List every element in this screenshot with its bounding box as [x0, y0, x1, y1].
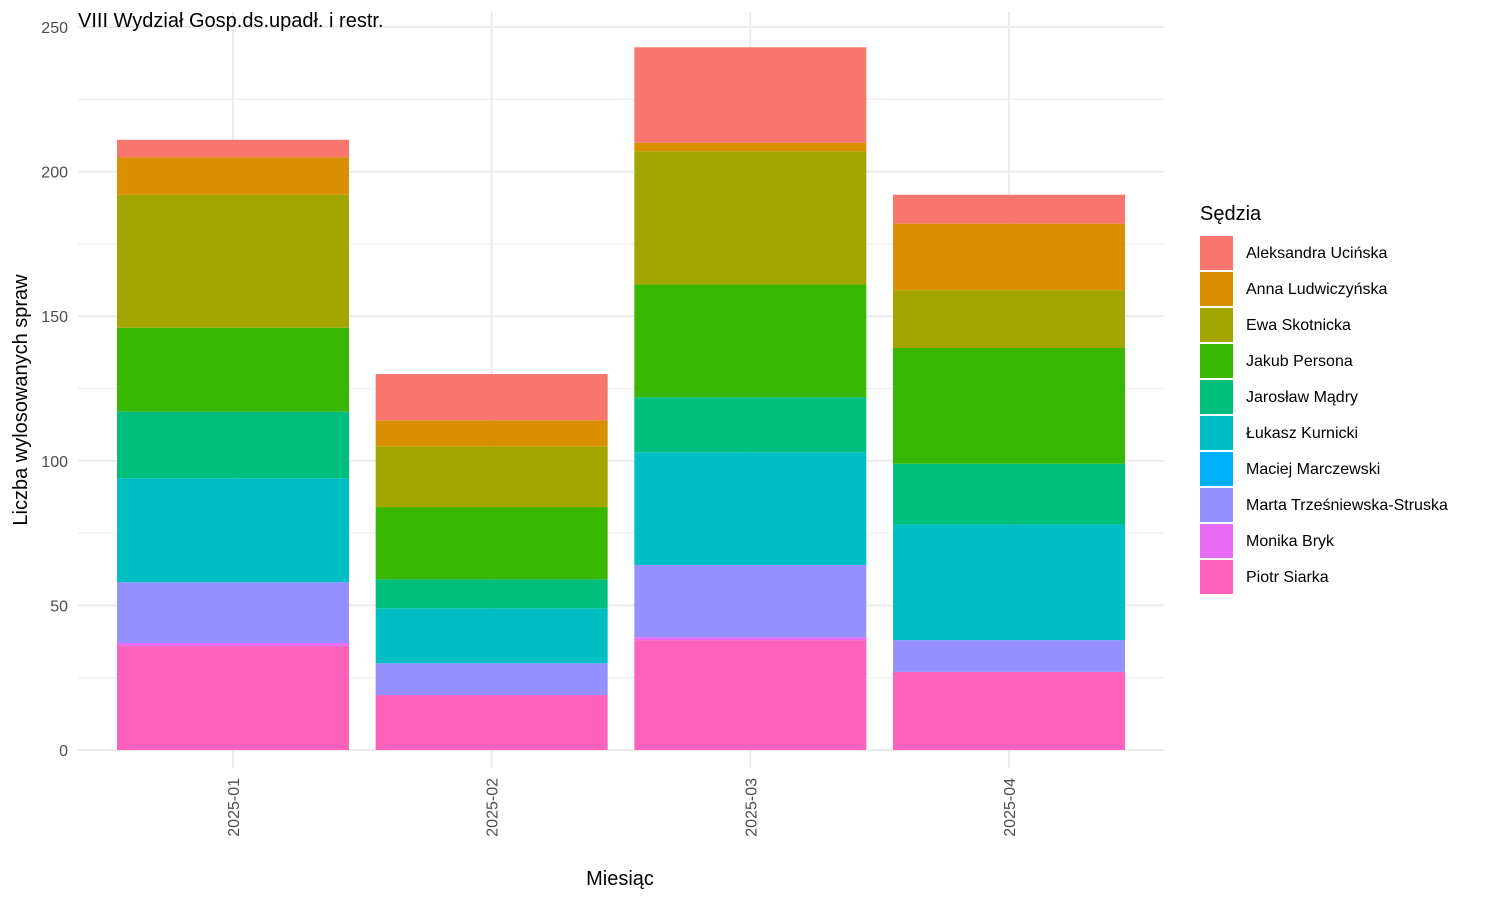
y-tick-label: 0: [59, 743, 68, 760]
bars-layer: [117, 47, 1126, 750]
legend-key: [1200, 272, 1233, 306]
bar-segment: [117, 194, 349, 328]
legend-item-label: Jakub Persona: [1246, 353, 1353, 370]
bar-segment: [375, 695, 608, 750]
bar-segment: [893, 290, 1126, 349]
legend: Sędzia Aleksandra Ucińska Anna Ludwiczyńs…: [1200, 203, 1448, 594]
y-tick-label: 150: [41, 309, 68, 326]
bar-segment: [634, 397, 867, 453]
chart-title: VIII Wydział Gosp.ds.upadł. i restr.: [78, 10, 384, 32]
bar-segment: [117, 411, 349, 479]
bar-segment: [117, 139, 349, 158]
bar-segment: [634, 284, 867, 398]
legend-key: [1200, 308, 1233, 342]
legend-key: [1200, 344, 1233, 378]
x-tick-label: 2025-04: [1002, 778, 1019, 837]
bar-segment: [375, 579, 608, 609]
bar-segment: [893, 524, 1126, 641]
bar-segment: [634, 452, 867, 565]
legend-item-label: Ewa Skotnicka: [1246, 317, 1351, 334]
bar-segment: [375, 608, 608, 664]
legend-item-label: Aleksandra Ucińska: [1246, 245, 1388, 262]
bar-segment: [893, 194, 1126, 224]
bar-segment: [117, 327, 349, 412]
bar-segment: [375, 446, 608, 508]
legend-key: [1200, 416, 1233, 450]
bar-segment: [375, 420, 608, 447]
bar-segment: [117, 642, 349, 646]
axis-layer: 0 50 100 150 200 250 2025-01 2025-02 2025-03 2025…: [41, 20, 1019, 837]
bar-segment: [117, 478, 349, 583]
legend-key: [1200, 488, 1233, 522]
bar-segment: [893, 223, 1126, 291]
x-tick-label: 2025-03: [743, 778, 760, 837]
x-axis-title: Miesiąc: [586, 868, 654, 890]
bar-segment: [634, 151, 867, 285]
x-tick-label: 2025-01: [226, 778, 243, 837]
legend-item-label: Jarosław Mądry: [1246, 389, 1358, 406]
legend-item-label: Łukasz Kurnicki: [1246, 425, 1358, 442]
bar-segment: [375, 374, 608, 421]
y-axis-title: Liczba wylosowanych spraw: [10, 274, 32, 526]
legend-item-label: Anna Ludwiczyńska: [1246, 281, 1388, 298]
legend-item-label: Maciej Marczewski: [1246, 461, 1380, 478]
bar-segment: [893, 348, 1126, 464]
bar-segment: [375, 663, 608, 696]
y-tick-label: 200: [41, 165, 68, 182]
bar-segment: [117, 582, 349, 643]
bar-segment: [634, 47, 867, 143]
legend-key: [1200, 236, 1233, 270]
bar-segment: [375, 507, 608, 580]
bar-segment: [117, 157, 349, 195]
legend-key: [1200, 380, 1233, 414]
legend-title: Sędzia: [1200, 203, 1262, 225]
legend-item-label: Monika Bryk: [1246, 533, 1335, 550]
legend-item-label: Piotr Siarka: [1246, 569, 1329, 586]
x-tick-label: 2025-02: [485, 778, 502, 837]
legend-key: [1200, 452, 1233, 486]
legend-item-label: Marta Trześniewska-Struska: [1246, 497, 1448, 514]
bar-segment: [893, 640, 1126, 672]
bar-segment: [634, 564, 867, 638]
y-tick-label: 50: [50, 598, 68, 615]
y-tick-label: 250: [41, 20, 68, 37]
bar-segment: [893, 463, 1126, 525]
bar-segment: [893, 671, 1126, 750]
legend-key: [1200, 560, 1233, 594]
bar-segment: [634, 640, 867, 750]
bar-segment: [634, 637, 867, 641]
legend-key: [1200, 524, 1233, 558]
bar-segment: [634, 142, 867, 152]
y-tick-label: 100: [41, 454, 68, 471]
bar-segment: [117, 645, 349, 750]
